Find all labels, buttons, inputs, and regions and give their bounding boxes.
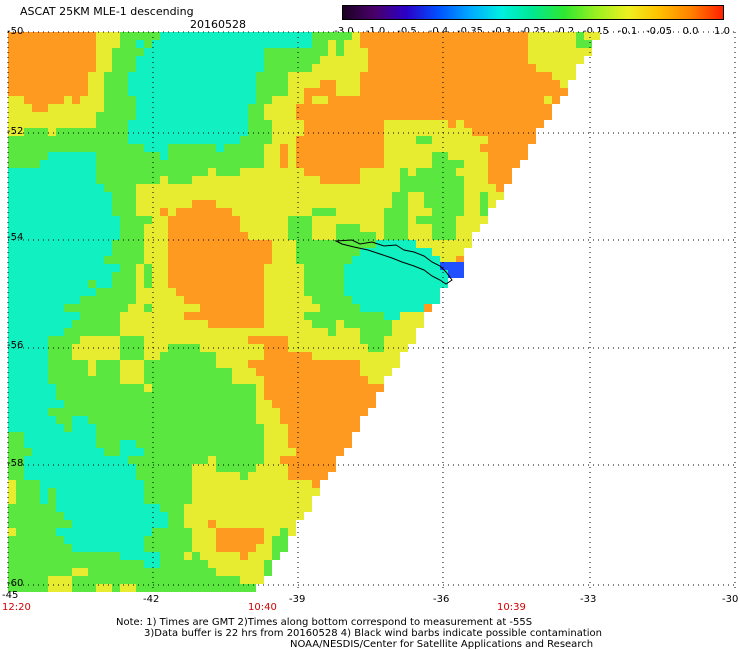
time-label-3: 10:39 [497,602,526,613]
note-line-2: 3)Data buffer is 22 hrs from 20160528 4)… [144,628,602,639]
time-label-2: 10:40 [248,602,277,613]
product-date: 20160528 [190,18,246,31]
note-line-3: NOAA/NESDIS/Center for Satellite Applica… [290,639,594,650]
lon-label-42: -42 [143,594,160,605]
lat-lon-grid [7,31,738,588]
color-scale-label: -0.3 [491,26,512,37]
color-scale-label: -0.5 [397,26,417,37]
lon-label-30: -30 [722,594,739,605]
color-scale-label: -0.2 [554,26,575,37]
wind-map-plot [7,31,738,592]
color-scale-label: -0.15 [583,26,609,37]
note-line-1: Note: 1) Times are GMT 2)Times along bot… [116,617,533,628]
lon-label-36: -36 [433,594,450,605]
lat-label-52: -52 [7,126,24,137]
lat-label-56: -56 [7,340,24,351]
color-scale-label: 0.0 [682,26,699,37]
color-scale-bar [342,5,724,20]
color-scale-label: 1.0 [714,26,730,37]
lon-label-45: -45 [2,590,19,601]
ascat-swath-field [8,32,600,592]
product-title: ASCAT 25KM MLE-1 descending [20,5,194,18]
lon-label-39: -39 [289,594,306,605]
lon-label-33: -33 [580,594,597,605]
color-scale-label: -0.1 [617,26,638,37]
south-georgia-coastline [334,239,453,285]
lat-label-54: -54 [7,232,24,243]
lat-label-60: -60 [7,578,24,589]
lat-label-58: -58 [7,458,24,469]
lat-label-50: -50 [7,26,24,37]
time-label-1: 12:20 [2,602,31,613]
color-scale-label: -0.35 [457,26,483,37]
color-scale-label: -1.0 [365,26,386,37]
